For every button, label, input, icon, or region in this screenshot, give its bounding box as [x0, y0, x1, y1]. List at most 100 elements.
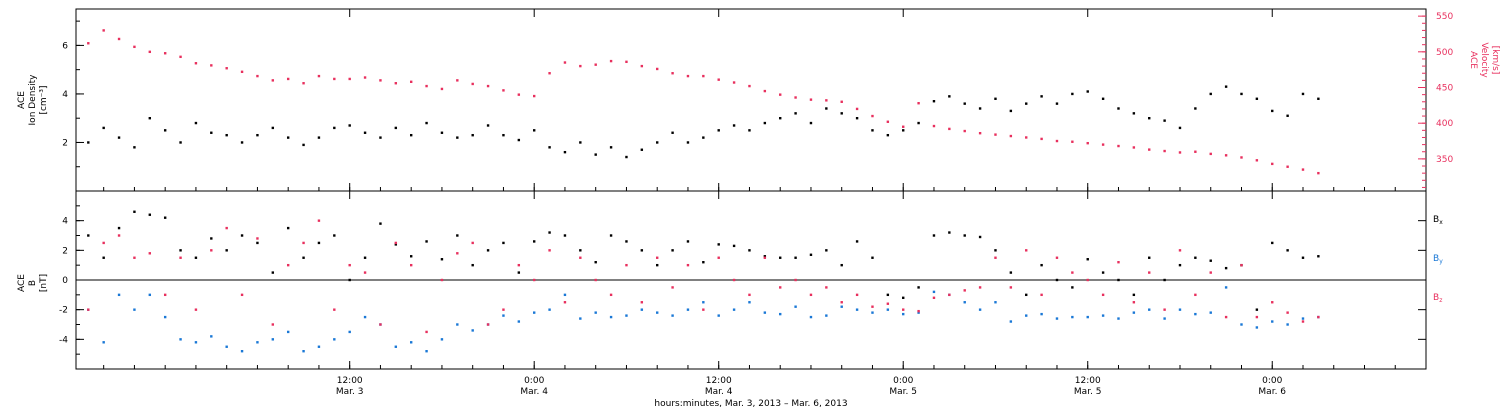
by-point: [886, 308, 890, 311]
bz-point: [1317, 315, 1320, 319]
bz-point: [978, 286, 982, 289]
velocity-point: [963, 129, 966, 133]
velocity-point: [779, 93, 782, 96]
density-point: [471, 133, 474, 137]
density-point: [1117, 107, 1120, 110]
by-point: [656, 311, 659, 314]
bx-point: [748, 249, 751, 252]
velocity-point: [1317, 171, 1320, 175]
by-point: [271, 338, 275, 341]
velocity-point: [1271, 162, 1274, 166]
density-point: [563, 150, 567, 154]
bx-point: [256, 241, 259, 245]
density-point: [271, 126, 275, 130]
velocity-point: [256, 74, 259, 78]
velocity-point: [179, 55, 182, 59]
x-tick-time-label: 0:00: [524, 376, 544, 386]
velocity-point: [1086, 141, 1089, 145]
density-point: [117, 136, 121, 139]
bx-point: [902, 296, 905, 299]
density-point: [548, 146, 551, 149]
velocity-y-tick-label: 350: [1436, 155, 1453, 165]
density-point: [163, 129, 167, 132]
density-point: [194, 121, 198, 125]
bz-point: [1040, 293, 1043, 297]
bz-point: [409, 263, 413, 267]
density-point: [256, 133, 259, 137]
by-point: [1117, 317, 1120, 320]
bfield-y-tick-label: -4: [59, 335, 68, 345]
bz-point: [1148, 271, 1151, 274]
density-point: [1255, 97, 1259, 100]
bfield-y-tick-label: 2: [62, 246, 68, 256]
velocity-point: [948, 127, 951, 131]
by-point: [1071, 315, 1074, 319]
x-tick-date-label: Mar. 6: [1258, 387, 1286, 397]
by-point: [963, 301, 966, 304]
bx-point: [1117, 278, 1120, 282]
density-point: [948, 95, 951, 98]
bz-point: [1055, 256, 1059, 259]
velocity-point: [302, 82, 305, 85]
by-point: [148, 293, 152, 297]
velocity-ylabel-3: [km/s]: [1490, 46, 1500, 75]
bx-point: [1286, 249, 1289, 252]
velocity-point: [440, 87, 444, 91]
velocity-point: [1178, 151, 1182, 154]
x-tick-time-label: 12:00: [337, 376, 363, 386]
density-y-tick-label: 4: [62, 90, 68, 100]
velocity-point: [825, 99, 828, 102]
density-point: [978, 107, 982, 110]
density-point: [994, 97, 997, 100]
bx-point: [625, 240, 628, 243]
bx-point: [1317, 255, 1320, 258]
bx-point: [1101, 271, 1105, 274]
x-axis-title: hours:minutes, Mar. 3, 2013 – Mar. 6, 20…: [654, 399, 847, 409]
velocity-point: [1025, 136, 1028, 139]
bx-point: [179, 249, 182, 252]
density-point: [302, 143, 305, 147]
velocity-point: [1194, 150, 1197, 153]
bx-point: [855, 240, 859, 243]
bx-point: [348, 278, 351, 282]
bz-point: [717, 256, 720, 259]
bz-point: [579, 256, 582, 259]
bx-point: [963, 234, 966, 237]
bx-point: [225, 249, 228, 252]
bz-point: [148, 252, 152, 255]
bx-point: [409, 255, 413, 258]
by-point: [609, 315, 613, 319]
density-point: [963, 102, 966, 105]
bz-point: [840, 301, 843, 304]
bfield-y-tick-label: -2: [59, 306, 68, 316]
bx-point: [1163, 278, 1166, 282]
density-ylabel-2: Ion Density: [28, 74, 38, 126]
by-point: [717, 314, 720, 317]
legend-by: By: [1433, 254, 1443, 265]
density-point: [486, 124, 490, 127]
by-point: [502, 314, 505, 317]
density-point: [1040, 95, 1043, 98]
by-point: [1025, 314, 1028, 317]
bx-point: [533, 240, 536, 243]
bz-point: [948, 293, 951, 297]
by-point: [548, 308, 551, 311]
bz-point: [656, 256, 659, 259]
density-point: [1271, 109, 1274, 113]
density-point: [533, 129, 536, 132]
density-point: [748, 129, 751, 132]
bx-point: [548, 231, 551, 234]
by-point: [517, 320, 521, 323]
bx-point: [563, 234, 567, 237]
by-point: [409, 341, 413, 344]
velocity-point: [425, 84, 428, 88]
density-ylabel-1: ACE: [17, 91, 27, 109]
density-point: [425, 121, 428, 125]
bx-point: [1255, 308, 1259, 311]
bfield-ylabel-2: B: [28, 280, 38, 286]
density-point: [1178, 126, 1182, 130]
density-point: [409, 133, 413, 137]
by-point: [256, 341, 259, 344]
bx-point: [87, 234, 90, 237]
bx-point: [517, 271, 521, 274]
